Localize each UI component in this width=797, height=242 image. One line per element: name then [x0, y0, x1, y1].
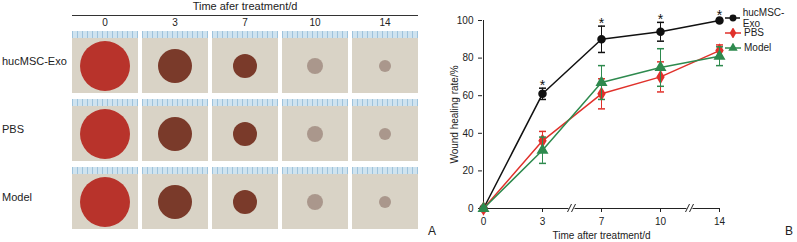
html-text:Model: Model: [744, 42, 772, 53]
svg-text:100: 100: [457, 15, 474, 26]
svg-text:*: *: [540, 77, 546, 93]
html-text:hucMSC-Exo: hucMSC-Exo: [2, 55, 67, 67]
html-text:B: B: [785, 224, 793, 238]
svg-text:Time after treatment/d: Time after treatment/d: [553, 230, 651, 241]
html-text:Time afer treatment/d: Time afer treatment/d: [192, 0, 298, 12]
html-text:3: 3: [172, 17, 178, 28]
svg-text:3: 3: [540, 216, 546, 227]
html-text:7: 7: [242, 17, 248, 28]
html-text:10: 10: [309, 17, 321, 28]
html-text:PBS: PBS: [744, 27, 764, 38]
svg-text:14: 14: [714, 216, 726, 227]
html-text:14: 14: [379, 17, 391, 28]
svg-text:*: *: [599, 15, 605, 31]
svg-text:0: 0: [481, 216, 487, 227]
html-text:hucMSC-Exo: hucMSC-Exo: [742, 6, 785, 29]
svg-text:Wound healing rate/%: Wound healing rate/%: [449, 65, 460, 163]
html-text:PBS: PBS: [2, 123, 24, 135]
html-text:A: A: [428, 224, 436, 238]
svg-text:7: 7: [599, 216, 605, 227]
svg-text:40: 40: [462, 128, 474, 139]
svg-text:0: 0: [468, 203, 474, 214]
svg-text:*: *: [658, 11, 664, 27]
svg-text:60: 60: [462, 90, 474, 101]
svg-text:*: *: [717, 7, 723, 23]
svg-text:10: 10: [655, 216, 667, 227]
svg-text:80: 80: [462, 52, 474, 63]
html-text:0: 0: [102, 17, 108, 28]
svg-text:20: 20: [462, 165, 474, 176]
html-text:Model: Model: [2, 191, 32, 203]
